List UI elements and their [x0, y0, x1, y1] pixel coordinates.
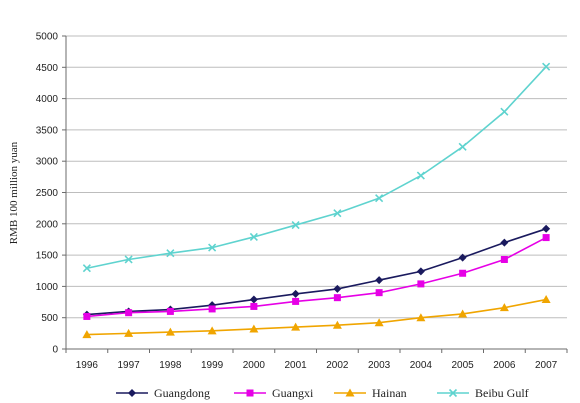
- series-guangdong: [82, 224, 551, 319]
- legend-marker-hainan: [345, 388, 355, 397]
- legend-marker-guangxi: [246, 389, 254, 397]
- y-tick-label: 4000: [36, 94, 59, 105]
- data-point-hainan: [458, 309, 468, 318]
- y-tick-label: 3000: [36, 157, 59, 168]
- x-tick-label: 2001: [285, 360, 308, 371]
- data-point-beibu-gulf: [208, 243, 217, 252]
- data-point-hainan: [207, 326, 217, 335]
- legend-label: Guangxi: [272, 386, 314, 400]
- x-tick-label: 2006: [493, 360, 516, 371]
- legend-marker-beibu-gulf: [448, 388, 458, 398]
- data-point-guangdong: [333, 284, 342, 293]
- data-point-guangdong: [249, 295, 258, 304]
- series-line-beibu-gulf: [86, 66, 547, 270]
- x-tick-label: 2007: [535, 360, 558, 371]
- data-point-beibu-gulf: [291, 220, 300, 230]
- data-point-guangxi: [500, 255, 508, 263]
- series-hainan: [82, 295, 551, 339]
- data-point-hainan: [291, 322, 301, 331]
- x-tick-label: 1998: [159, 360, 182, 371]
- y-tick-label: 2500: [36, 188, 59, 199]
- x-tick-label: 2004: [410, 360, 433, 371]
- data-point-guangxi: [459, 269, 467, 277]
- x-tick-labels: 1996 1997 1998 1999 2000 2001 2002 2003 2004 2005…: [76, 360, 558, 371]
- data-point-guangdong: [542, 224, 551, 233]
- x-tick-label: 2000: [243, 360, 266, 371]
- data-point-hainan: [249, 324, 259, 333]
- x-tick-label: 2005: [452, 360, 475, 371]
- series-guangxi: [83, 234, 550, 320]
- series-line-hainan: [86, 298, 547, 336]
- data-point-beibu-gulf: [166, 249, 175, 258]
- data-point-beibu-gulf: [124, 255, 133, 264]
- y-tick-labels: 0 500 1000 1500 2000 2500 3000 3500 4000 4500 5000: [36, 32, 59, 356]
- y-tick-label: 0: [52, 345, 58, 356]
- legend-marker-guangdong: [128, 389, 136, 397]
- y-axis-label: RMB 100 million yuan: [8, 141, 20, 244]
- series-line-guangxi: [86, 236, 547, 318]
- data-point-guangxi: [250, 302, 258, 310]
- data-point-hainan: [499, 303, 509, 312]
- y-tick-label: 5000: [36, 32, 59, 43]
- legend: Guangdong Guangxi Hainan Beibu Gulf: [116, 386, 529, 400]
- data-point-beibu-gulf: [542, 62, 551, 71]
- legend-item-beibu-gulf: Beibu Gulf: [437, 386, 529, 400]
- legend-label: Beibu Gulf: [475, 386, 529, 400]
- series-line-guangdong: [86, 228, 547, 316]
- series-layer: [82, 62, 551, 339]
- data-point-beibu-gulf: [82, 264, 91, 273]
- data-point-guangdong: [500, 238, 509, 247]
- y-tick-label: 3500: [36, 125, 59, 136]
- data-point-guangxi: [125, 309, 133, 317]
- legend-item-guangdong: Guangdong: [116, 386, 210, 400]
- y-tick-label: 2000: [36, 219, 59, 230]
- y-tick-label: 1000: [36, 282, 59, 293]
- data-point-guangdong: [416, 267, 425, 276]
- data-point-beibu-gulf: [416, 171, 425, 180]
- data-point-beibu-gulf: [333, 209, 342, 218]
- data-point-guangxi: [333, 294, 341, 302]
- data-point-hainan: [374, 318, 384, 327]
- data-point-beibu-gulf: [375, 194, 384, 203]
- data-point-hainan: [416, 313, 426, 322]
- y-tick-label: 1500: [36, 251, 59, 262]
- data-point-beibu-gulf: [458, 142, 467, 151]
- data-point-guangxi: [417, 280, 425, 288]
- data-point-hainan: [541, 295, 551, 304]
- x-tick-label: 1997: [118, 360, 141, 371]
- data-point-guangdong: [458, 253, 467, 262]
- data-point-guangxi: [292, 297, 300, 305]
- data-point-guangdong: [291, 289, 300, 298]
- data-point-hainan: [165, 327, 175, 336]
- y-tick-label: 4500: [36, 63, 59, 74]
- data-point-beibu-gulf: [249, 232, 258, 242]
- data-point-guangdong: [375, 276, 384, 285]
- data-point-guangxi: [542, 234, 550, 242]
- data-point-hainan: [124, 328, 134, 337]
- legend-label: Hainan: [372, 386, 407, 400]
- data-point-hainan: [332, 320, 342, 329]
- gridlines: [66, 35, 567, 319]
- y-tick-label: 500: [41, 313, 58, 324]
- data-point-guangxi: [208, 305, 216, 313]
- x-tick-label: 2002: [326, 360, 349, 371]
- x-tick-label: 1999: [201, 360, 224, 371]
- x-tick-label: 1996: [76, 360, 99, 371]
- x-tick-label: 2003: [368, 360, 391, 371]
- data-point-beibu-gulf: [500, 107, 509, 116]
- legend-item-guangxi: Guangxi: [234, 386, 314, 400]
- data-point-guangxi: [83, 312, 91, 320]
- axes: [62, 35, 568, 353]
- legend-label: Guangdong: [154, 386, 210, 400]
- data-point-guangxi: [375, 289, 383, 297]
- data-point-guangxi: [166, 307, 174, 315]
- data-point-hainan: [82, 330, 92, 339]
- legend-item-hainan: Hainan: [334, 386, 407, 400]
- series-beibu-gulf: [82, 62, 551, 273]
